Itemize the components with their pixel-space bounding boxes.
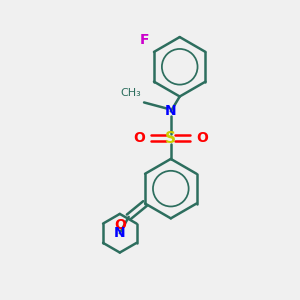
Text: O: O <box>196 131 208 145</box>
Text: S: S <box>165 130 176 146</box>
Text: O: O <box>114 218 126 233</box>
Text: N: N <box>114 226 126 240</box>
Text: O: O <box>134 131 146 145</box>
Text: F: F <box>140 34 149 47</box>
Text: N: N <box>165 104 177 118</box>
Text: CH₃: CH₃ <box>120 88 141 98</box>
